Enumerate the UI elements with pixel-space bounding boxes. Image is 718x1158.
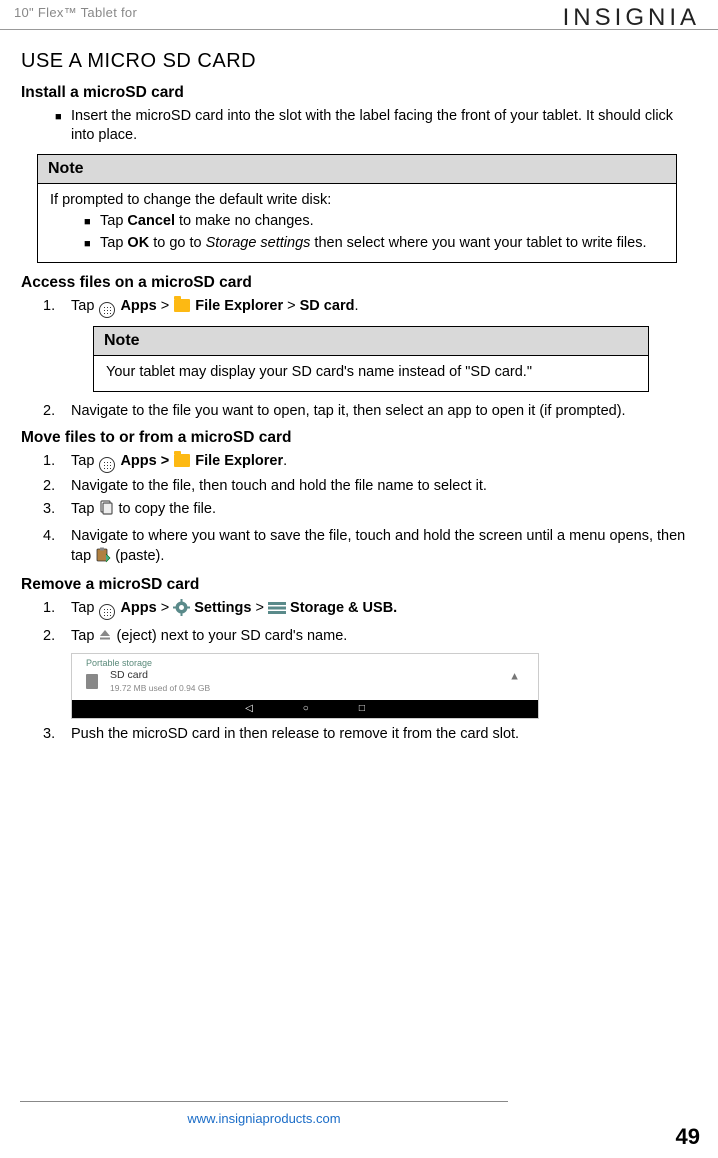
access-note-body: Your tablet may display your SD card's n… (94, 356, 648, 392)
remove-heading: Remove a microSD card (21, 575, 700, 596)
text: Tap (71, 600, 98, 616)
page-footer: www.insigniaproducts.com (20, 1101, 508, 1130)
access-step2-text: Navigate to the file you want to open, t… (71, 402, 700, 422)
text: > (283, 298, 300, 314)
move-step-4: 4. Navigate to where you want to save th… (43, 527, 700, 569)
move-step2-text: Navigate to the file, then touch and hol… (71, 477, 700, 497)
text: Tap (71, 628, 98, 644)
footer-link[interactable]: www.insigniaproducts.com (187, 1111, 340, 1126)
access-step-2: 2. Navigate to the file you want to open… (43, 402, 700, 422)
install-heading: Install a microSD card (21, 83, 700, 104)
note-label: Note (38, 155, 676, 184)
brand-logo: INSIGNIA (563, 2, 700, 34)
install-note-intro: If prompted to change the default write … (50, 191, 664, 211)
settings-label: Settings (194, 600, 251, 616)
page-number: 49 (676, 1122, 700, 1152)
eject-icon: ▲ (509, 670, 520, 685)
apps-label: Apps > (120, 453, 169, 469)
text: Tap (71, 453, 98, 469)
cancel-label: Cancel (127, 213, 175, 229)
page-title: USE A MICRO SD CARD (21, 48, 700, 75)
android-navbar: ◁ ○ □ (72, 700, 538, 718)
step-number: 1. (43, 599, 71, 623)
text: . (283, 453, 287, 469)
apps-icon (99, 302, 115, 318)
file-explorer-label: File Explorer (195, 298, 283, 314)
portable-storage-label: Portable storage (86, 657, 152, 669)
back-icon: ◁ (245, 702, 253, 716)
step-number: 3. (43, 500, 71, 523)
install-bullet: ■ Insert the microSD card into the slot … (55, 107, 700, 146)
step-number: 4. (43, 527, 71, 569)
apps-icon (99, 604, 115, 620)
gear-icon (173, 599, 190, 623)
sd-card-icon (86, 674, 98, 689)
remove-step-3: 3. Push the microSD card in then release… (43, 725, 700, 745)
text: (eject) next to your SD card's name. (112, 628, 347, 644)
apps-icon (99, 457, 115, 473)
install-note-item1: ■ Tap Cancel to make no changes. (84, 212, 664, 232)
install-note-box: Note If prompted to change the default w… (37, 154, 677, 263)
bullet-marker: ■ (84, 212, 100, 232)
text: to copy the file. (114, 501, 216, 517)
file-explorer-label: File Explorer (195, 453, 283, 469)
remove-step-2: 2. Tap (eject) next to your SD card's na… (43, 627, 700, 649)
text: to make no changes. (175, 213, 314, 229)
move-step-1: 1. Tap Apps > File Explorer. (43, 452, 700, 473)
step-number: 1. (43, 297, 71, 318)
remove-step-1: 1. Tap Apps > Settings > Storage & USB. (43, 599, 700, 623)
page-content: USE A MICRO SD CARD Install a microSD ca… (0, 30, 718, 745)
text: . (354, 298, 358, 314)
step-number: 2. (43, 402, 71, 422)
step-number: 2. (43, 627, 71, 649)
access-note-box: Note Your tablet may display your SD car… (93, 326, 649, 392)
bullet-marker: ■ (84, 234, 100, 254)
eject-icon (98, 628, 112, 649)
note-label: Note (94, 327, 648, 356)
remove-step3-text: Push the microSD card in then release to… (71, 725, 700, 745)
move-step-2: 2. Navigate to the file, then touch and … (43, 477, 700, 497)
access-heading: Access files on a microSD card (21, 273, 700, 294)
folder-icon (174, 299, 190, 312)
recent-icon: □ (359, 702, 365, 716)
move-step-3: 3. Tap to copy the file. (43, 500, 700, 523)
text: > (251, 600, 268, 616)
bullet-marker: ■ (55, 107, 71, 146)
step-number: 1. (43, 452, 71, 473)
storage-usb-label: Storage & USB. (290, 600, 397, 616)
home-icon: ○ (303, 702, 309, 716)
sd-card-usage: 19.72 MB used of 0.94 GB (110, 683, 210, 694)
storage-settings-label: Storage settings (206, 235, 311, 251)
storage-icon (268, 601, 286, 621)
ok-label: OK (127, 235, 149, 251)
text: to go to (149, 235, 205, 251)
move-heading: Move files to or from a microSD card (21, 428, 700, 449)
page-header: 10" Flex™ Tablet for INSIGNIA (0, 0, 718, 30)
install-bullet-text: Insert the microSD card into the slot wi… (71, 107, 700, 146)
text: > (157, 600, 174, 616)
step-number: 2. (43, 477, 71, 497)
paste-icon (95, 547, 111, 570)
apps-label: Apps (120, 600, 156, 616)
storage-screenshot: Portable storage SD card 19.72 MB used o… (71, 653, 539, 719)
text: Tap (71, 501, 98, 517)
text: Tap (100, 213, 127, 229)
text: Tap (71, 298, 98, 314)
sd-card-label: SD card (300, 298, 355, 314)
text: Tap (100, 235, 127, 251)
text: > (157, 298, 174, 314)
product-line: 10" Flex™ Tablet for (14, 2, 137, 22)
apps-label: Apps (120, 298, 156, 314)
access-step-1: 1. Tap Apps > File Explorer > SD card. (43, 297, 700, 318)
text: (paste). (111, 548, 164, 564)
copy-icon (98, 500, 114, 523)
step-number: 3. (43, 725, 71, 745)
sd-card-title: SD card (110, 668, 210, 682)
install-note-item2: ■ Tap OK to go to Storage settings then … (84, 234, 664, 254)
text: then select where you want your tablet t… (310, 235, 646, 251)
folder-icon (174, 454, 190, 467)
